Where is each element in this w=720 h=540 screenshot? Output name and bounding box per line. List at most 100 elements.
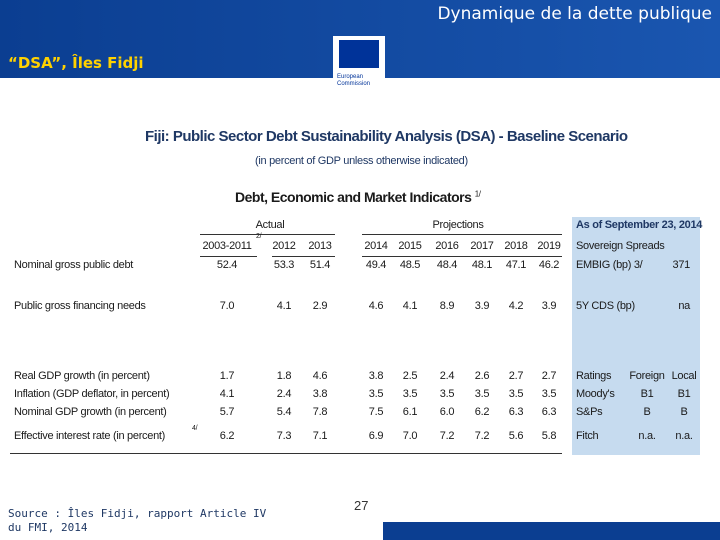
slide-title: Dynamique de la dette publique <box>437 4 712 24</box>
panel-value: n.a. <box>638 430 656 442</box>
cell: 4.1 <box>219 388 235 400</box>
panel-label: 5Y CDS (bp) <box>576 300 635 312</box>
cell: 5.8 <box>541 430 557 442</box>
source-line: du FMI, 2014 <box>8 521 88 534</box>
column-header: 2013 <box>308 240 332 252</box>
rule <box>200 256 257 257</box>
cell: 7.5 <box>368 406 384 418</box>
section-text: Debt, Economic and Market Indicators <box>235 189 472 205</box>
group-header: Actual <box>255 219 285 231</box>
panel-value: Local <box>671 370 697 382</box>
cell: 3.5 <box>368 388 384 400</box>
cell: 2.5 <box>402 370 418 382</box>
logo-line: European <box>337 74 364 80</box>
note: 1/ <box>474 189 481 199</box>
cell: 3.9 <box>541 300 557 312</box>
row-label: Nominal GDP growth (in percent) <box>14 406 167 418</box>
row-label: Public gross financing needs <box>14 300 146 312</box>
section-title: Debt, Economic and Market Indicators 1/ <box>235 189 481 205</box>
cell: 7.2 <box>474 430 490 442</box>
page-number: 27 <box>354 498 369 513</box>
cell: 3.5 <box>541 388 557 400</box>
cell: 51.4 <box>309 259 331 271</box>
cell: 7.8 <box>312 406 328 418</box>
panel-value: na <box>678 300 690 312</box>
cell: 7.0 <box>219 300 235 312</box>
market-panel <box>572 217 700 455</box>
cell: 2.7 <box>541 370 557 382</box>
cell: 48.4 <box>436 259 458 271</box>
panel-label: Moody's <box>576 388 615 400</box>
panel-value: B1 <box>677 388 691 400</box>
rule <box>362 256 562 257</box>
cell: 3.5 <box>508 388 524 400</box>
cell: 6.2 <box>219 430 235 442</box>
panel-label: Ratings <box>576 370 612 382</box>
cell: 4.2 <box>508 300 524 312</box>
rule <box>362 234 562 235</box>
cell: 49.4 <box>365 259 387 271</box>
group-header: Projections <box>432 219 484 231</box>
column-header: 2014 <box>364 240 388 252</box>
logo-line: Commission <box>337 81 371 87</box>
cell: 2.7 <box>508 370 524 382</box>
cell: 8.9 <box>439 300 455 312</box>
row-label: Inflation (GDP deflator, in percent) <box>14 388 170 400</box>
column-header: 2003-2011 <box>202 240 252 252</box>
cell: 3.5 <box>402 388 418 400</box>
cell: 48.1 <box>471 259 493 271</box>
logo-text: European Commission <box>337 74 370 88</box>
cell: 6.1 <box>402 406 418 418</box>
row-label: Effective interest rate (in percent) <box>14 430 166 442</box>
panel-value: n.a. <box>675 430 693 442</box>
source: Source : Îles Fidji, rapport Article IV d… <box>8 507 266 535</box>
panel-title: As of September 23, 2014 <box>576 219 703 231</box>
cell: 7.1 <box>312 430 328 442</box>
source-line: Source : Îles Fidji, rapport Article IV <box>8 507 267 520</box>
cell: 6.2 <box>474 406 490 418</box>
cell: 5.4 <box>276 406 292 418</box>
cell: 53.3 <box>273 259 295 271</box>
panel-value: 371 <box>672 259 691 271</box>
cell: 4.6 <box>368 300 384 312</box>
column-header: 2019 <box>537 240 561 252</box>
cell: 3.8 <box>312 388 328 400</box>
table-subtitle: (in percent of GDP unless otherwise indi… <box>255 155 468 167</box>
cell: 7.0 <box>402 430 418 442</box>
cell: 46.2 <box>538 259 560 271</box>
panel-label: Sovereign Spreads <box>576 240 665 252</box>
cell: 1.7 <box>219 370 235 382</box>
rule <box>200 234 335 235</box>
panel-label: S&Ps <box>576 406 603 418</box>
cell: 47.1 <box>505 259 527 271</box>
panel-value: B <box>643 406 651 418</box>
note: 2/ <box>256 233 262 240</box>
cell: 4.6 <box>312 370 328 382</box>
cell: 6.3 <box>508 406 524 418</box>
cell: 5.6 <box>508 430 524 442</box>
cell: 48.5 <box>399 259 421 271</box>
panel-value: B <box>680 406 688 418</box>
row-label: Real GDP growth (in percent) <box>14 370 150 382</box>
cell: 3.9 <box>474 300 490 312</box>
column-header: 2012 <box>272 240 296 252</box>
note: 4/ <box>192 425 198 432</box>
cell: 2.6 <box>474 370 490 382</box>
cell: 3.5 <box>474 388 490 400</box>
column-header: 2015 <box>398 240 422 252</box>
cell: 2.4 <box>439 370 455 382</box>
panel-value: B1 <box>640 388 654 400</box>
cell: 4.1 <box>402 300 418 312</box>
cell: 1.8 <box>276 370 292 382</box>
cell: 6.9 <box>368 430 384 442</box>
panel-label: Fitch <box>576 430 599 442</box>
cell: 3.5 <box>439 388 455 400</box>
cell: 6.0 <box>439 406 455 418</box>
column-header: 2018 <box>504 240 528 252</box>
cell: 2.4 <box>276 388 292 400</box>
table-title: Fiji: Public Sector Debt Sustainability … <box>145 128 628 145</box>
slide-subtitle: “DSA”, Îles Fidji <box>8 54 144 72</box>
column-header: 2016 <box>435 240 459 252</box>
cell: 7.2 <box>439 430 455 442</box>
